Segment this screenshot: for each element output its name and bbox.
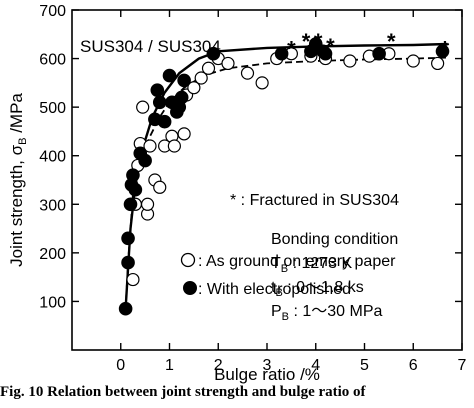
data-point-ground <box>136 100 150 114</box>
fracture-star: * <box>314 29 323 54</box>
series-ground-points <box>126 47 445 287</box>
x-tick-label: 2 <box>214 357 223 374</box>
data-point-electropolished <box>118 301 133 316</box>
x-tick-label: 1 <box>165 357 174 374</box>
materials-label: SUS304 / SUS304 <box>80 37 221 56</box>
y-axis-label: Joint strength, σB /MPa <box>7 93 29 267</box>
data-point-electropolished <box>206 46 221 61</box>
y-tick-label: 200 <box>39 246 66 263</box>
data-point-electropolished <box>177 73 191 88</box>
fracture-star: * <box>441 36 450 61</box>
data-point-electropolished <box>138 153 152 168</box>
data-point-ground <box>406 54 420 68</box>
x-tick-label: 7 <box>458 357 467 374</box>
axis-ticks <box>72 9 463 350</box>
x-tick-label: 5 <box>360 357 369 374</box>
bonding-time: tB : 0～1.8 ks <box>271 279 364 299</box>
x-axis-label: Bulge ratio /% <box>214 365 320 384</box>
data-point-electropolished <box>274 46 289 61</box>
data-point-electropolished <box>162 68 177 83</box>
bonding-pressure: PB : 1～30 MPa <box>271 303 382 323</box>
bonding-title: Bonding condition <box>271 231 398 248</box>
fracture-note-text: * : Fractured in SUS304 <box>230 192 399 209</box>
bonding-temperature: TB : 1273 K <box>271 255 353 275</box>
x-tick-label: 0 <box>116 357 125 374</box>
figure-caption: Fig. 10 Relation between joint strength … <box>0 384 366 400</box>
y-tick-label: 500 <box>39 100 66 117</box>
data-point-electropolished <box>318 46 333 61</box>
data-point-ground <box>343 54 357 68</box>
data-point-electropolished <box>174 90 189 105</box>
legend: : As ground on emery paper : With electr… <box>180 252 396 298</box>
fracture-star: * <box>302 29 311 54</box>
y-tick-label: 700 <box>39 3 66 20</box>
data-point-electropolished <box>121 231 135 246</box>
data-point-ground <box>143 139 157 153</box>
legend-label-ground: : As ground on emery paper <box>198 253 396 270</box>
legend-label-electropolished: : With electropolished <box>198 281 351 298</box>
fracture-star: * <box>287 36 296 61</box>
data-point-ground <box>240 66 255 80</box>
fracture-note: * : Fractured in SUS304 <box>230 192 399 209</box>
data-point-ground <box>194 71 208 85</box>
data-point-electropolished <box>128 182 143 197</box>
data-point-electropolished <box>121 255 135 270</box>
x-tick-label: 4 <box>311 357 320 374</box>
y-tick-label: 600 <box>39 52 66 69</box>
data-point-ground <box>201 61 216 75</box>
y-tick-label: 300 <box>39 197 66 214</box>
legend-marker-electropolished <box>183 281 197 295</box>
data-point-electropolished <box>126 168 140 182</box>
data-point-ground <box>167 139 181 153</box>
fractured-markers: * * * * * * <box>287 29 450 61</box>
series-electropolished-points <box>118 37 450 316</box>
data-point-ground <box>255 76 269 90</box>
data-point-ground <box>187 81 201 95</box>
fracture-star: * <box>387 29 396 54</box>
data-point-ground <box>431 56 445 71</box>
data-point-ground <box>177 127 191 141</box>
data-point-electropolished <box>372 46 386 61</box>
y-tick-labels: 100 200 300 400 500 600 700 <box>39 3 66 311</box>
data-point-ground <box>221 56 235 71</box>
y-tick-label: 100 <box>39 294 66 311</box>
bonding-condition: Bonding condition TB : 1273 K tB : 0～1.8… <box>271 231 398 323</box>
data-point-electropolished <box>150 83 165 97</box>
data-point-electropolished <box>152 95 167 110</box>
data-point-electropolished <box>435 44 450 59</box>
x-tick-label: 3 <box>263 357 272 374</box>
y-tick-label: 400 <box>39 149 66 166</box>
x-tick-labels: 0 1 2 3 4 5 6 7 <box>116 357 466 374</box>
fracture-star: * <box>326 34 335 59</box>
data-point-ground <box>126 272 140 287</box>
data-point-ground <box>140 197 155 211</box>
data-point-electropolished <box>123 197 138 212</box>
data-point-ground <box>153 180 167 194</box>
data-point-electropolished <box>157 114 172 129</box>
x-tick-label: 6 <box>409 357 418 374</box>
legend-marker-ground <box>180 252 196 268</box>
